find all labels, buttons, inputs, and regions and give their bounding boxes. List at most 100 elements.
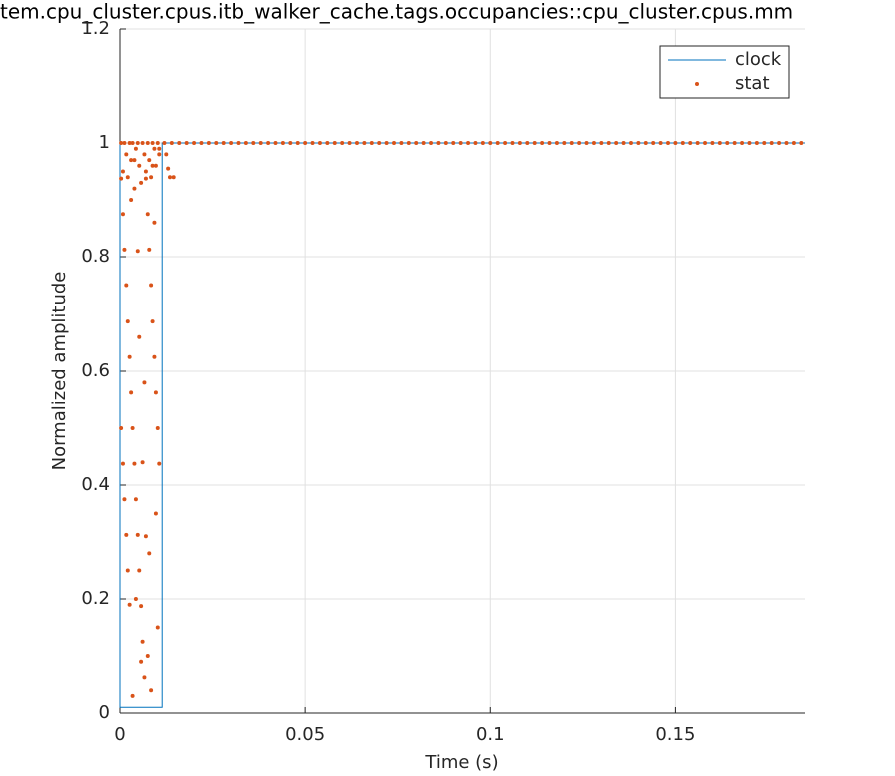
stat-point	[621, 141, 626, 145]
stat-point	[599, 141, 604, 145]
stat-point	[142, 675, 147, 680]
stat-point	[122, 497, 127, 502]
stat-point	[142, 380, 147, 385]
stat-point	[129, 198, 134, 202]
stat-point	[130, 693, 135, 698]
stat-point	[540, 141, 545, 145]
stat-point	[129, 158, 134, 163]
stat-point	[429, 141, 434, 145]
stat-point	[149, 283, 154, 288]
stat-point	[162, 141, 167, 145]
stat-point	[273, 141, 278, 145]
stat-point	[517, 141, 522, 145]
stat-point	[192, 141, 197, 145]
stat-point	[436, 141, 441, 145]
stat-point	[150, 319, 155, 324]
stat-point	[124, 152, 129, 157]
stat-point	[362, 141, 367, 145]
stat-point	[125, 175, 130, 180]
stat-point	[503, 141, 508, 145]
stat-point	[643, 141, 648, 145]
stat-point	[399, 141, 404, 145]
legend-box	[659, 45, 790, 99]
stat-point	[288, 141, 293, 145]
stat-point	[332, 141, 337, 145]
stat-point	[157, 152, 162, 157]
stat-point	[495, 141, 500, 145]
stat-point	[145, 654, 150, 658]
y-tick-label: 0.2	[81, 588, 110, 609]
stat-point	[125, 568, 130, 573]
y-tick-label: 0.4	[81, 474, 110, 495]
x-tick-label: 0.15	[655, 724, 695, 745]
stat-point	[152, 146, 157, 151]
stat-point	[784, 141, 789, 145]
stat-point	[153, 511, 158, 516]
stat-point	[554, 141, 559, 145]
stat-point	[458, 141, 463, 145]
stat-point	[147, 158, 152, 163]
stat-point	[139, 659, 144, 664]
stat-point	[130, 426, 135, 430]
stat-point	[152, 220, 157, 225]
stat-point	[636, 141, 641, 145]
stat-point	[147, 551, 152, 556]
stat-point	[184, 141, 189, 145]
stat-point	[124, 283, 129, 288]
stat-point	[157, 461, 162, 466]
stat-point	[666, 141, 670, 145]
stat-point	[214, 141, 219, 145]
stat-point	[347, 141, 352, 145]
stat-point	[229, 141, 234, 145]
stat-point	[740, 141, 745, 145]
stat-point	[119, 176, 124, 181]
stat-point	[152, 354, 157, 359]
stat-point	[406, 141, 411, 145]
stat-point	[258, 141, 263, 145]
stat-point	[392, 141, 396, 145]
stat-point	[206, 141, 211, 145]
stat-point	[688, 141, 693, 145]
stat-point	[149, 175, 154, 180]
stat-point	[147, 247, 152, 252]
stat-point	[150, 163, 155, 168]
stat-point	[628, 141, 633, 145]
y-tick-label: 0.6	[81, 360, 110, 381]
x-axis-label: Time (s)	[424, 752, 498, 773]
stat-point	[155, 625, 160, 630]
stat-point	[295, 141, 300, 145]
stat-point	[143, 534, 148, 539]
stat-point	[510, 141, 515, 145]
y-tick-label: 1	[99, 132, 110, 153]
y-tick-label: 0.8	[81, 246, 110, 267]
stat-point	[562, 141, 567, 145]
stat-point	[139, 180, 144, 185]
stat-point	[127, 354, 132, 359]
stat-point	[139, 604, 144, 609]
stat-point	[525, 141, 530, 145]
stat-point	[135, 249, 140, 254]
y-tick-label: 0	[99, 702, 110, 723]
stat-point	[137, 334, 142, 339]
stat-point	[135, 532, 140, 537]
stat-point	[145, 141, 150, 145]
stat-point	[140, 460, 145, 465]
stat-point	[221, 141, 226, 145]
stat-point	[614, 141, 619, 145]
stat-point	[166, 166, 171, 171]
stat-point	[177, 141, 182, 145]
stat-point	[143, 169, 148, 174]
stat-point	[354, 141, 359, 145]
stat-point	[119, 426, 124, 430]
stat-point	[120, 461, 125, 466]
stat-point	[119, 141, 124, 145]
stat-point	[443, 141, 448, 145]
stat-point	[251, 141, 256, 145]
stat-point	[140, 141, 145, 145]
stat-point	[124, 532, 129, 537]
stat-point	[153, 163, 158, 168]
stat-point	[473, 141, 478, 145]
stat-point	[340, 141, 345, 145]
stat-point	[122, 247, 127, 252]
